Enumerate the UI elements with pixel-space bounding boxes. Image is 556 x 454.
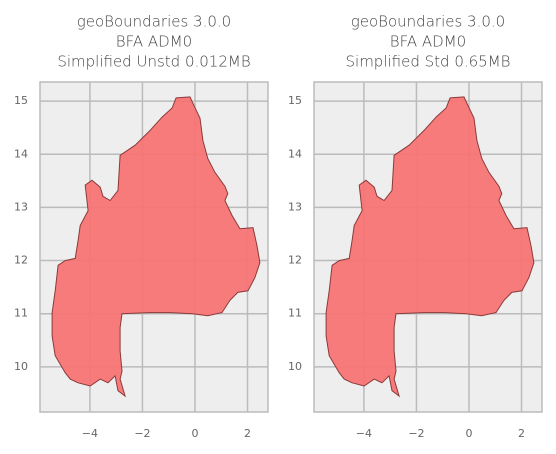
chart-title: BFA ADM0 <box>116 33 192 51</box>
x-tick-label: −4 <box>82 427 98 440</box>
y-tick-label: 10 <box>14 360 28 373</box>
y-tick-label: 12 <box>288 254 302 267</box>
x-tick-label: −2 <box>134 427 150 440</box>
y-tick-label: 14 <box>288 147 302 160</box>
x-tick-label: 0 <box>465 427 472 440</box>
x-tick-label: −4 <box>356 427 372 440</box>
y-tick-label: 11 <box>14 307 28 320</box>
x-tick-label: 2 <box>518 427 525 440</box>
y-tick-label: 14 <box>14 147 28 160</box>
y-tick-label: 13 <box>288 200 302 213</box>
chart-title: geoBoundaries 3.0.0 <box>351 13 505 31</box>
x-tick-label: 0 <box>191 427 198 440</box>
chart-title: Simplified Std 0.65MB <box>346 53 511 71</box>
y-tick-label: 13 <box>14 200 28 213</box>
chart-title: geoBoundaries 3.0.0 <box>77 13 231 31</box>
y-tick-label: 15 <box>14 94 28 107</box>
x-tick-label: 2 <box>244 427 251 440</box>
y-tick-label: 11 <box>288 307 302 320</box>
country-shape <box>51 96 261 398</box>
x-tick-label: −2 <box>408 427 424 440</box>
y-tick-label: 12 <box>14 254 28 267</box>
y-tick-label: 10 <box>288 360 302 373</box>
chart-title: BFA ADM0 <box>390 33 466 51</box>
y-tick-label: 15 <box>288 94 302 107</box>
chart-title: Simplified Unstd 0.012MB <box>57 53 250 71</box>
country-shape <box>325 96 535 398</box>
